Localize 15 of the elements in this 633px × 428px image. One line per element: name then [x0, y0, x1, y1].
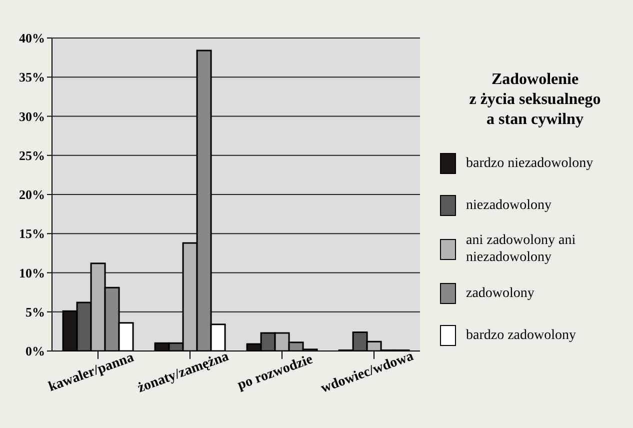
y-tick-label: 0% [26, 344, 45, 359]
y-tick-label: 15% [19, 226, 45, 242]
y-tick-label: 35% [19, 70, 45, 85]
legend-label: bardzo niezadowolony [466, 154, 594, 172]
legend-label: bardzo zadowolony [466, 326, 576, 344]
legend-label: niezadowolony [466, 196, 552, 214]
legend-title: Zadowolenie z życia seksualnego a stan cywilny [468, 70, 602, 130]
y-tick-label: 10% [19, 265, 45, 280]
y-tick-label: 40% [19, 30, 45, 46]
legend-label: ani zadowolony ani niezadowolony [466, 232, 577, 266]
legend-label: zadowolony [466, 284, 534, 302]
y-tick-label: 20% [19, 187, 45, 202]
y-tick-label: 25% [19, 148, 45, 163]
y-tick-label: 30% [19, 108, 45, 124]
y-tick-label: 5% [26, 304, 45, 320]
